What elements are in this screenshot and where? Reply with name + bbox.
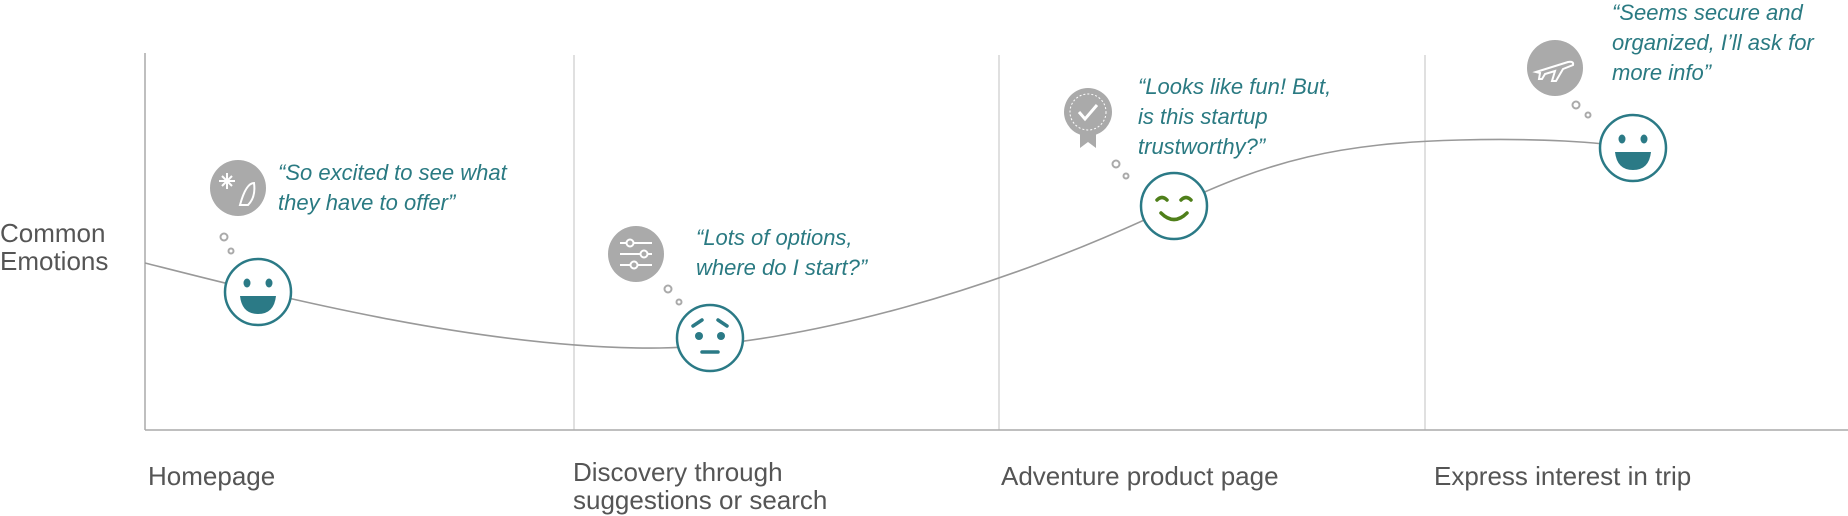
face-happy (223, 257, 293, 327)
quote: “So excited to see what they have to off… (278, 160, 507, 215)
icon-filters (608, 226, 664, 282)
y-axis-label: Common Emotions (0, 218, 109, 276)
face-happy (1598, 113, 1668, 183)
face-content (1139, 171, 1209, 241)
icon-beach (210, 160, 266, 216)
dividers (573, 55, 1426, 430)
stage-label: Adventure product page (1001, 461, 1279, 491)
quote: “Seems secure and organized, I’ll ask fo… (1612, 0, 1814, 85)
thought-dots (219, 100, 1592, 306)
stage-label: Express interest in trip (1434, 461, 1692, 491)
face-worried (675, 303, 745, 373)
icon-plane (1527, 40, 1583, 96)
quote: “Lots of options, where do I start?” (696, 225, 868, 280)
emotion-curve (144, 138, 1634, 349)
stage-label: Homepage (148, 461, 276, 491)
stage-label: Discovery through suggestions or search (573, 457, 828, 515)
icon-badge (1064, 88, 1112, 148)
quote: “Looks like fun! But, is this startup tr… (1138, 74, 1332, 159)
